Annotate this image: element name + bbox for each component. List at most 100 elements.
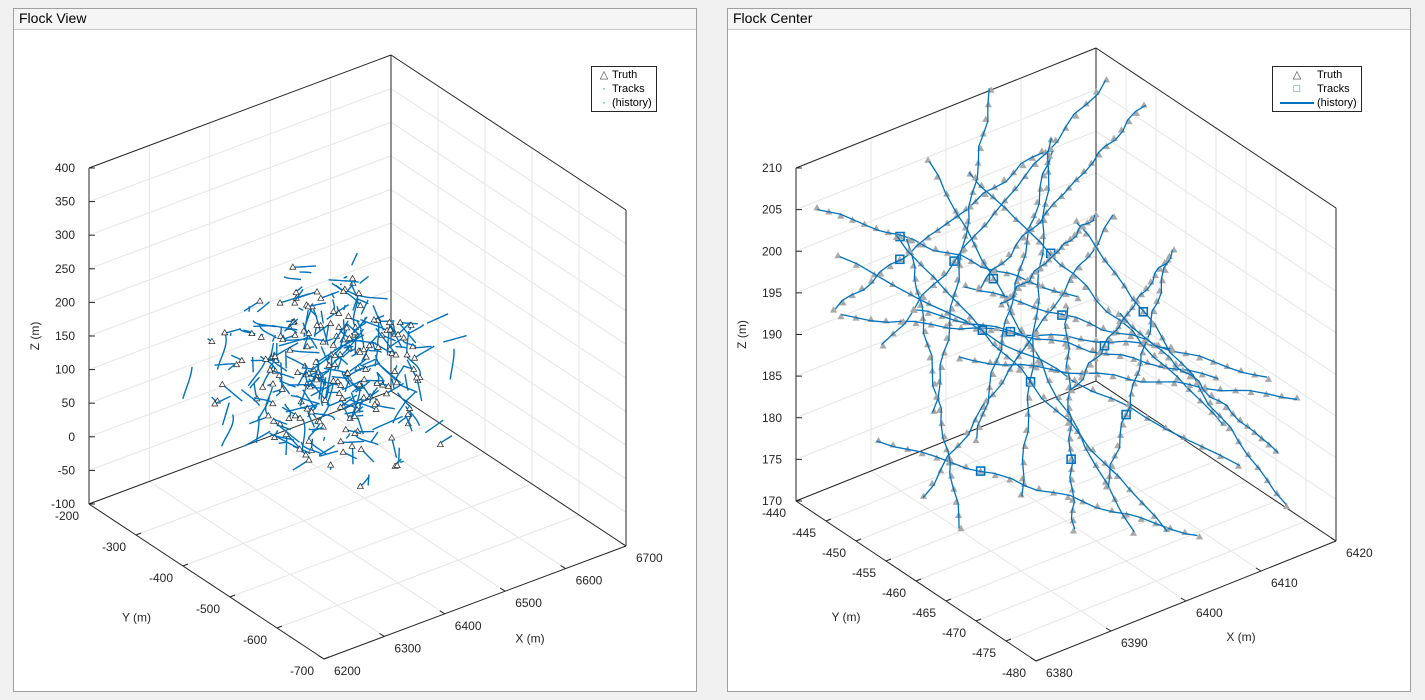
track-history bbox=[358, 389, 380, 406]
truth-marker bbox=[961, 232, 969, 239]
truth-marker bbox=[348, 274, 357, 282]
truth-marker bbox=[374, 343, 382, 350]
truth-marker bbox=[914, 288, 922, 295]
track-history bbox=[182, 366, 193, 400]
truth-marker bbox=[345, 334, 354, 341]
axis-box-edge bbox=[88, 503, 325, 660]
track-history bbox=[298, 307, 304, 312]
truth-marker bbox=[1136, 329, 1144, 336]
track-history bbox=[308, 354, 332, 374]
truth-marker bbox=[1015, 284, 1023, 292]
truth-marker bbox=[1114, 322, 1122, 330]
truth-marker bbox=[305, 329, 313, 336]
truth-marker bbox=[317, 294, 325, 301]
track-history bbox=[342, 275, 348, 279]
truth-marker bbox=[1031, 160, 1039, 168]
flock-view-plot[interactable]: -100-50050100150200250300350400-700-600-… bbox=[14, 9, 698, 693]
track-history bbox=[1021, 138, 1052, 497]
z-tick-label: 350 bbox=[55, 195, 75, 209]
truth-marker bbox=[1074, 294, 1082, 302]
track-history bbox=[248, 417, 266, 425]
triangle-icon: △ bbox=[599, 69, 609, 81]
truth-marker bbox=[990, 267, 998, 274]
track-history bbox=[367, 474, 370, 486]
truth-marker bbox=[312, 358, 320, 365]
track-history bbox=[327, 354, 333, 388]
grid-line bbox=[390, 356, 627, 513]
truth-marker bbox=[1062, 312, 1070, 319]
z-tick-label: 170 bbox=[762, 494, 782, 508]
grid-line bbox=[88, 222, 392, 337]
track-history bbox=[905, 238, 960, 529]
truth-marker bbox=[1200, 385, 1209, 392]
truth-marker bbox=[1162, 525, 1171, 533]
truth-marker bbox=[919, 492, 928, 499]
track-history bbox=[405, 415, 413, 432]
truth-marker bbox=[339, 287, 348, 295]
track-history bbox=[300, 441, 322, 455]
truth-marker bbox=[407, 321, 415, 328]
track-history bbox=[359, 275, 370, 285]
truth-marker bbox=[313, 321, 321, 328]
truth-marker bbox=[343, 323, 351, 331]
truth-marker bbox=[1158, 276, 1167, 284]
truth-marker bbox=[262, 355, 270, 362]
truth-marker bbox=[1087, 159, 1096, 166]
truth-marker bbox=[1136, 359, 1144, 366]
track-history bbox=[1107, 259, 1171, 488]
truth-marker bbox=[335, 389, 343, 396]
truth-marker bbox=[999, 330, 1007, 338]
truth-marker bbox=[1082, 100, 1090, 107]
truth-marker bbox=[208, 337, 216, 344]
truth-marker bbox=[269, 380, 277, 387]
grid-line bbox=[88, 88, 392, 203]
y-tick-label: -300 bbox=[102, 540, 126, 554]
x-tick-label: 6400 bbox=[455, 619, 482, 633]
track-history bbox=[259, 355, 277, 372]
truth-marker bbox=[1247, 388, 1255, 396]
grid-line bbox=[915, 460, 1217, 582]
truth-marker bbox=[1102, 483, 1111, 490]
track-history bbox=[297, 368, 308, 387]
grid-line bbox=[135, 421, 439, 536]
flock-center-plot[interactable]: 170175180185190195200205210-480-475-470-… bbox=[728, 9, 1412, 693]
truth-marker bbox=[256, 297, 264, 304]
truth-marker bbox=[1066, 424, 1074, 432]
truth-marker bbox=[980, 221, 989, 228]
truth-marker bbox=[1053, 247, 1061, 255]
track-history bbox=[284, 318, 299, 332]
z-tick-label: 195 bbox=[762, 286, 782, 300]
y-tick-label: -460 bbox=[882, 586, 906, 600]
truth-marker bbox=[409, 342, 417, 350]
track-history bbox=[370, 431, 379, 443]
track-history bbox=[359, 476, 370, 487]
truth-marker bbox=[1157, 347, 1166, 355]
track-history bbox=[319, 450, 339, 457]
track-history bbox=[1069, 249, 1173, 391]
truth-marker bbox=[327, 319, 335, 326]
track-history bbox=[220, 414, 234, 447]
track-marker bbox=[988, 273, 999, 284]
truth-marker bbox=[910, 306, 919, 313]
truth-marker bbox=[981, 190, 989, 197]
truth-marker bbox=[1156, 287, 1164, 294]
truth-marker bbox=[316, 417, 324, 425]
z-tick-label: 180 bbox=[762, 411, 782, 425]
truth-marker bbox=[296, 445, 304, 452]
x-tick bbox=[560, 565, 566, 570]
legend[interactable]: △ Truth · Tracks · (history) bbox=[591, 66, 657, 112]
legend[interactable]: △ Truth □ Tracks (history) bbox=[1272, 66, 1362, 112]
track-history bbox=[343, 396, 365, 410]
truth-marker bbox=[302, 451, 310, 458]
truth-marker bbox=[305, 437, 313, 444]
legend-truth: △ Truth bbox=[596, 68, 652, 82]
truth-marker bbox=[307, 408, 316, 415]
truth-marker bbox=[336, 403, 345, 410]
track-history bbox=[386, 382, 405, 395]
truth-marker bbox=[905, 246, 913, 254]
truth-marker bbox=[335, 323, 343, 330]
track-history bbox=[322, 326, 329, 346]
truth-marker bbox=[924, 156, 932, 163]
track-history bbox=[273, 420, 300, 443]
grid-line bbox=[88, 121, 392, 236]
